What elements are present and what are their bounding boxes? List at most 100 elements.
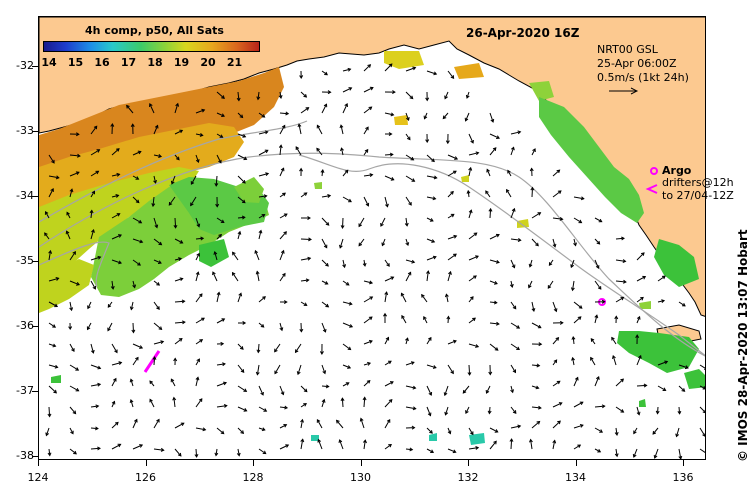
current-vector-head [202, 427, 207, 432]
current-vector [111, 343, 118, 353]
current-vector [467, 190, 470, 198]
current-vector-head [384, 291, 389, 296]
current-vector-head [97, 365, 102, 370]
current-vector-head [342, 264, 347, 269]
current-vector [384, 196, 388, 207]
current-vector-head [702, 409, 705, 414]
current-vector [300, 403, 307, 408]
current-vector-head [348, 87, 353, 91]
current-vector [321, 103, 327, 114]
current-vector [384, 419, 391, 429]
current-vector-head [158, 154, 163, 158]
current-vector [633, 427, 638, 434]
current-vector-head [633, 430, 637, 435]
current-vector-head [199, 339, 204, 343]
current-vector [132, 322, 134, 333]
current-vector-head [303, 388, 308, 393]
current-vector-head [362, 396, 367, 401]
current-vector [90, 280, 96, 290]
legend-source: NRT00 GSL [597, 43, 658, 56]
lat-tick [32, 391, 38, 392]
current-vector [678, 364, 689, 369]
current-vector-head [367, 361, 372, 366]
current-vector-head [678, 455, 683, 459]
current-vector-head [429, 430, 433, 434]
current-vector [657, 275, 666, 282]
current-vector-head [263, 194, 268, 199]
current-vector [69, 406, 76, 414]
current-vector [657, 406, 659, 414]
current-vector [466, 91, 470, 99]
current-vector-head [535, 242, 539, 247]
current-vector [153, 217, 158, 228]
lon-tick [253, 460, 254, 466]
lat-tick [32, 131, 38, 132]
current-vector-head [486, 168, 490, 173]
sst-map-canvas [39, 17, 705, 459]
current-vector [300, 439, 304, 450]
current-vector-head [325, 262, 329, 267]
current-vector [279, 444, 289, 450]
current-vector-head [278, 95, 283, 99]
current-vector [654, 448, 659, 459]
map-plot[interactable] [38, 16, 706, 460]
current-vector [636, 406, 640, 415]
current-vector [594, 259, 599, 269]
current-vector [594, 376, 600, 387]
current-vector-head [47, 413, 52, 418]
current-vector-head [383, 312, 388, 317]
current-vector-head [358, 242, 363, 247]
current-vector-head [559, 320, 564, 325]
current-vector [405, 217, 408, 226]
current-vector-head [470, 296, 474, 300]
current-vector [405, 196, 412, 206]
current-vector [405, 91, 414, 99]
current-vector-head [261, 214, 266, 218]
current-vector-head [280, 249, 285, 254]
current-vector [111, 194, 119, 198]
current-vector [69, 343, 75, 352]
current-vector [90, 427, 98, 430]
current-vector-head [242, 179, 246, 184]
current-vector-head [149, 380, 153, 385]
current-vector [510, 385, 514, 393]
current-vector-head [389, 152, 394, 157]
current-vector-head [190, 202, 194, 207]
current-vector [468, 167, 472, 177]
current-vector [216, 363, 226, 366]
current-vector-head [156, 418, 160, 423]
current-vector-head [194, 453, 199, 458]
current-vector-head [241, 215, 246, 220]
current-vector [130, 399, 134, 408]
current-vector [363, 340, 373, 345]
lon-tick-label: 132 [457, 471, 479, 484]
current-vector-head [444, 95, 448, 100]
current-vector [594, 405, 605, 408]
current-vector-head [344, 169, 349, 174]
current-vector [258, 173, 269, 177]
current-vector [363, 440, 366, 450]
current-vector-head [316, 418, 321, 423]
current-vector [90, 343, 94, 354]
current-vector-head [135, 356, 139, 361]
current-vector-head [262, 450, 267, 455]
current-vector [447, 235, 457, 240]
current-vector [489, 322, 499, 325]
current-vector-head [529, 167, 534, 172]
current-vector-head [571, 336, 576, 340]
current-vector-head [317, 438, 322, 443]
current-vector-head [640, 296, 644, 301]
current-vector [90, 170, 99, 177]
current-vector [90, 210, 93, 219]
current-vector [321, 169, 324, 177]
current-vector [528, 280, 533, 288]
current-vector-head [548, 262, 553, 267]
current-vector-head [620, 296, 625, 301]
current-vector [174, 422, 185, 429]
current-vector [421, 294, 428, 303]
current-vector [237, 293, 242, 303]
current-vector [44, 232, 50, 240]
current-vector-head [256, 349, 261, 354]
current-vector-head [621, 236, 625, 241]
current-vector [69, 301, 73, 311]
